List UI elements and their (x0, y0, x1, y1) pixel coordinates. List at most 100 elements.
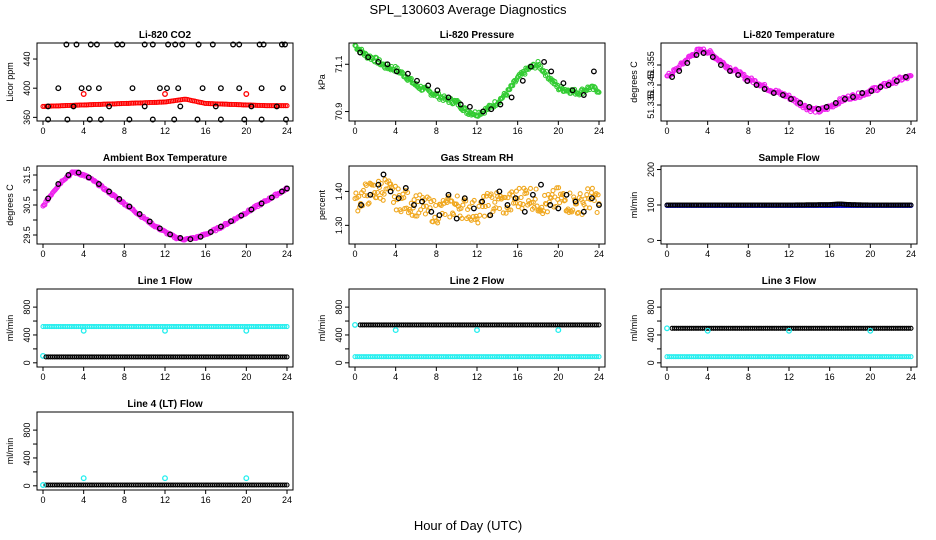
y-tick-label: 100 (646, 197, 656, 212)
data-point (409, 212, 415, 218)
data-point (426, 88, 432, 94)
data-point (165, 41, 172, 48)
series-2 (352, 354, 602, 360)
data-point (527, 63, 534, 70)
data-point (273, 103, 280, 110)
x-tick-label: 4 (705, 126, 710, 136)
data-point (556, 185, 562, 191)
x-tick-label: 24 (906, 249, 916, 259)
data-point (167, 231, 174, 238)
data-point (418, 207, 424, 213)
data-point (581, 87, 587, 93)
data-point (148, 99, 154, 106)
data-point (594, 209, 600, 216)
x-tick-label: 0 (664, 126, 669, 136)
data-point (512, 195, 519, 202)
data-point (141, 41, 148, 48)
data-point (504, 202, 511, 208)
data-point (45, 195, 52, 202)
data-point (877, 84, 884, 90)
data-point (283, 116, 289, 123)
y-axis-label: ml/min (629, 192, 639, 219)
y-tick-label: 0 (646, 238, 656, 243)
data-point (664, 325, 670, 332)
data-point (906, 354, 912, 360)
x-tick-label: 16 (201, 126, 211, 136)
panel-7: Line 2 Flow 0 4 8 12 16 20 24 0 400 800 ml/min (317, 276, 606, 382)
y-tick-label: 1.40 (334, 183, 344, 201)
data-point (87, 41, 94, 48)
data-point (489, 194, 495, 200)
panel-title: Line 4 (LT) Flow (127, 399, 203, 410)
data-point (510, 192, 516, 198)
data-point (260, 41, 267, 48)
panel-title: Line 2 Flow (450, 276, 505, 287)
data-point (541, 58, 548, 65)
data-point (279, 85, 286, 92)
series-1 (664, 325, 874, 334)
data-point (693, 52, 700, 58)
panel-title: Ambient Box Temperature (103, 153, 228, 164)
panel-5: Sample Flow 0 4 8 12 16 20 24 0 100 200 ml/min (629, 153, 918, 259)
data-point (823, 104, 830, 110)
data-point (388, 181, 394, 187)
data-point (540, 211, 546, 217)
data-point (806, 104, 813, 110)
x-tick-label: 4 (81, 126, 86, 136)
data-point (480, 204, 486, 210)
data-point (488, 106, 495, 113)
data-point (477, 212, 483, 218)
data-point (361, 192, 367, 199)
series-1 (358, 171, 602, 222)
data-point (282, 354, 288, 360)
data-point (434, 87, 441, 94)
data-point (126, 203, 133, 210)
x-tick-label: 0 (40, 249, 45, 259)
data-point (555, 327, 562, 334)
data-point (45, 116, 52, 123)
x-tick-label: 0 (40, 495, 45, 505)
x-tick-label: 16 (201, 249, 211, 259)
data-point (503, 91, 509, 97)
data-point (788, 96, 794, 102)
x-tick-label: 16 (201, 495, 211, 505)
data-point (748, 202, 754, 208)
x-tick-label: 16 (825, 249, 835, 259)
y-axis-label: percent (317, 189, 327, 220)
data-point (836, 101, 842, 107)
data-point (243, 475, 250, 482)
data-point (258, 102, 264, 109)
data-point (258, 200, 265, 207)
x-tick-label: 8 (746, 126, 751, 136)
data-point (187, 236, 194, 243)
data-point (571, 194, 577, 200)
data-point (492, 199, 498, 205)
data-point (417, 192, 423, 198)
data-point (595, 192, 601, 198)
panel-title: Line 1 Flow (138, 276, 193, 287)
data-point (411, 202, 417, 208)
data-point (784, 202, 790, 208)
y-tick-label: 51.355 (646, 51, 656, 79)
data-point (282, 103, 288, 109)
plot-area (40, 169, 290, 243)
x-tick-label: 8 (434, 249, 439, 259)
data-point (480, 108, 487, 115)
x-tick-label: 12 (784, 126, 794, 136)
data-point (50, 103, 57, 109)
data-point (236, 41, 243, 48)
x-tick-label: 20 (241, 126, 251, 136)
x-tick-label: 4 (393, 249, 398, 259)
data-point (735, 202, 742, 208)
data-point (248, 103, 255, 110)
data-point (594, 354, 600, 360)
data-point (428, 208, 435, 215)
data-point (282, 41, 288, 48)
data-point (717, 62, 724, 68)
x-tick-label: 20 (241, 495, 251, 505)
data-point (80, 91, 87, 97)
data-point (569, 87, 576, 94)
data-point (126, 116, 133, 123)
y-tick-label: 800 (646, 300, 656, 315)
